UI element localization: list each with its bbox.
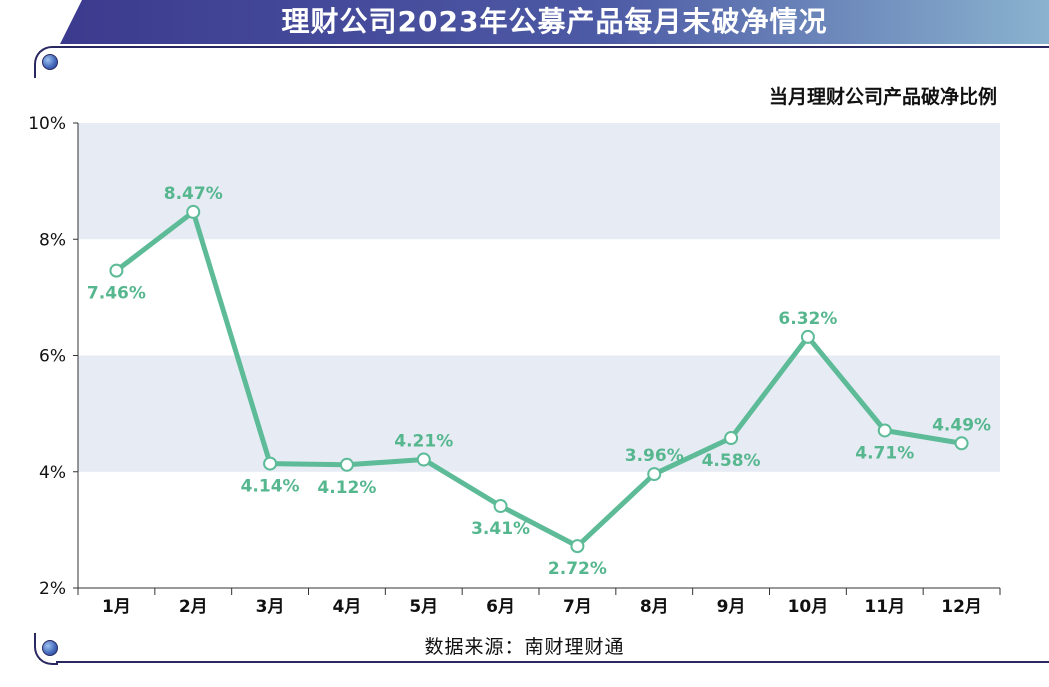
data-point: [263, 456, 278, 471]
chart-title: 理财公司2023年公募产品每月末破净情况: [281, 5, 828, 38]
background-bands: [78, 123, 1000, 472]
y-tick-label: 4%: [39, 463, 66, 483]
bullet-dot-icon: [42, 54, 58, 70]
data-label: 4.58%: [702, 451, 761, 471]
data-label: 3.96%: [625, 446, 684, 466]
x-tick-label: 11月: [864, 597, 905, 617]
data-label: 4.12%: [317, 478, 376, 498]
y-axis-ticks: 2% 4% 6% 8% 10%: [28, 114, 78, 599]
x-tick-label: 12月: [941, 597, 982, 617]
data-label: 3.41%: [471, 519, 530, 539]
data-label: 4.21%: [394, 432, 453, 452]
data-point: [954, 436, 969, 451]
x-tick-label: 3月: [256, 597, 285, 617]
grid-band: [78, 355, 1000, 472]
data-label: 7.46%: [87, 284, 146, 304]
data-series: [109, 204, 969, 554]
line-chart: 2%4%6%8%10% 1月 2月 3月 4月 5月 6月 7月 8月 9月 10月 11月 12月 …: [28, 114, 1001, 617]
x-axis-ticks: 1月 2月 3月 4月 5月 6月 7月 8月 9月 10月 11月 12月: [77, 588, 1001, 617]
data-point: [109, 263, 124, 278]
bottom-frame: [34, 633, 1049, 665]
grid-band: [78, 123, 1000, 240]
x-tick-label: 4月: [332, 597, 361, 617]
data-point: [493, 499, 508, 514]
data-label: 4.14%: [241, 477, 300, 497]
bullet-dot-icon: [42, 640, 58, 656]
data-point: [724, 431, 739, 446]
x-tick-label: 5月: [409, 597, 438, 617]
x-tick-label: 6月: [486, 597, 515, 617]
y-tick-label: 2%: [39, 579, 66, 599]
data-label: 4.49%: [932, 415, 991, 435]
y-tick-label: 10%: [28, 114, 66, 134]
x-tick-label: 10月: [788, 597, 829, 617]
top-frame: [34, 46, 1049, 78]
frame-line: [56, 46, 1049, 48]
title-banner: [60, 0, 1049, 44]
x-tick-label: 2月: [179, 597, 208, 617]
x-tick-label: 8月: [640, 597, 669, 617]
data-label: 4.71%: [855, 443, 914, 463]
data-source: 数据来源：南财理财通: [424, 636, 625, 658]
data-point: [877, 423, 892, 438]
data-label: 8.47%: [164, 184, 223, 204]
data-label: 6.32%: [778, 309, 837, 329]
frame-corner: [34, 46, 58, 78]
chart-subtitle: 当月理财公司产品破净比例: [768, 86, 997, 108]
data-labels: 7.46% 8.47% 4.14% 4.12% 4.21% 3.41% 2.72% 3.96%…: [87, 184, 991, 579]
data-point: [339, 457, 354, 472]
series-line: [113, 209, 965, 549]
y-tick-label: 8%: [39, 230, 66, 250]
x-tick-label: 7月: [563, 597, 592, 617]
data-point: [570, 539, 585, 554]
x-tick-label: 1月: [102, 597, 131, 617]
data-point: [647, 467, 662, 482]
data-label: 2.72%: [548, 559, 607, 579]
frame-corner: [34, 633, 58, 665]
y-tick-label: 6%: [39, 347, 66, 367]
data-point: [186, 204, 201, 219]
data-point: [416, 452, 431, 467]
frame-line: [56, 661, 1049, 663]
x-tick-label: 9月: [717, 597, 746, 617]
data-point: [800, 329, 815, 344]
